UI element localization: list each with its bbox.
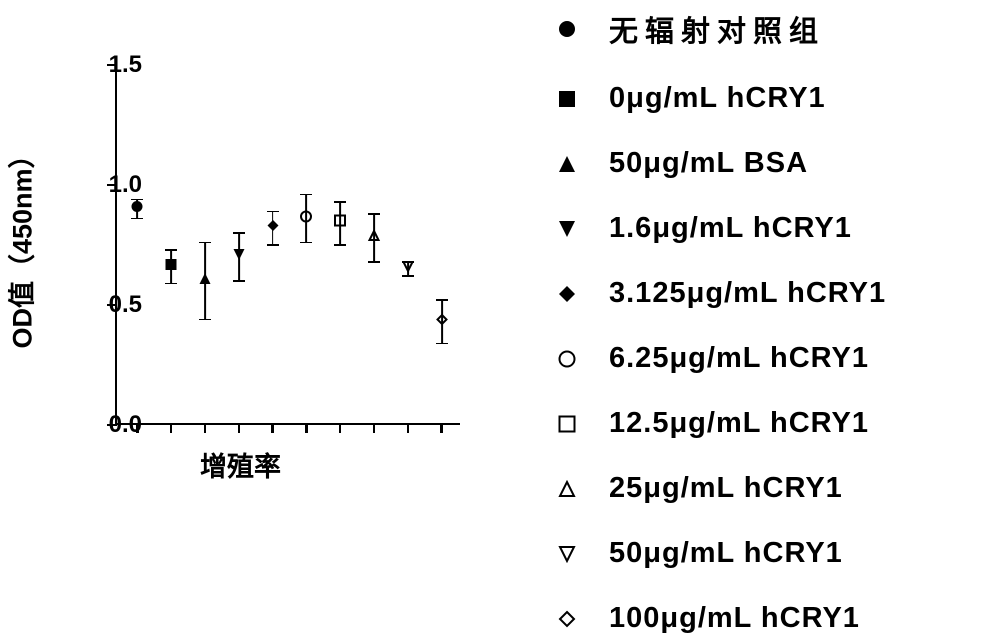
data-point [401, 260, 414, 278]
x-tick [238, 423, 241, 433]
y-tick-label: 0.0 [109, 411, 142, 439]
legend-label: 0μg/mL hCRY1 [609, 82, 826, 115]
error-cap [233, 280, 245, 282]
error-cap [300, 242, 312, 244]
x-tick [305, 423, 308, 433]
error-cap [233, 232, 245, 234]
open-square-icon [555, 412, 579, 436]
chart-area: OD值（450nm） 增殖率 0.0 0.5 1.0 1.5 [0, 0, 500, 629]
error-cap [368, 213, 380, 215]
open-circle-icon [555, 347, 579, 371]
error-cap [368, 261, 380, 263]
error-cap [199, 319, 211, 321]
legend-label: 无辐射对照组 [609, 8, 825, 50]
legend-label: 1.6μg/mL hCRY1 [609, 212, 852, 245]
error-cap [300, 194, 312, 196]
data-point [131, 200, 144, 218]
open-diamond-icon [555, 607, 579, 631]
data-point [435, 313, 448, 331]
legend-item: 25μg/mL hCRY1 [555, 472, 886, 505]
error-cap [165, 249, 177, 251]
data-point [266, 219, 279, 237]
data-point [198, 272, 211, 290]
filled-diamond-icon [555, 282, 579, 306]
x-tick [204, 423, 207, 433]
x-axis-label: 增殖率 [200, 445, 281, 484]
legend-item: 12.5μg/mL hCRY1 [555, 407, 886, 440]
legend-label: 12.5μg/mL hCRY1 [609, 407, 869, 440]
legend-label: 6.25μg/mL hCRY1 [609, 342, 869, 375]
open-triangle-up-icon [555, 477, 579, 501]
filled-circle-icon [555, 17, 579, 41]
plot-region [115, 65, 460, 425]
legend: 无辐射对照组 0μg/mL hCRY1 50μg/mL BSA 1.6μg/mL hC… [555, 8, 886, 635]
error-cap [165, 283, 177, 285]
filled-triangle-up-icon [555, 152, 579, 176]
legend-item: 无辐射对照组 [555, 8, 886, 50]
data-point [334, 214, 347, 232]
legend-item: 1.6μg/mL hCRY1 [555, 212, 886, 245]
x-tick [339, 423, 342, 433]
legend-item: 50μg/mL BSA [555, 147, 886, 180]
error-cap [436, 343, 448, 345]
legend-item: 6.25μg/mL hCRY1 [555, 342, 886, 375]
open-triangle-down-icon [555, 542, 579, 566]
data-point [300, 210, 313, 228]
x-tick [373, 423, 376, 433]
legend-label: 50μg/mL BSA [609, 147, 808, 180]
error-cap [436, 299, 448, 301]
legend-label: 3.125μg/mL hCRY1 [609, 277, 886, 310]
legend-label: 25μg/mL hCRY1 [609, 472, 843, 505]
error-cap [267, 211, 279, 213]
legend-item: 50μg/mL hCRY1 [555, 537, 886, 570]
data-point [368, 229, 381, 247]
x-tick [170, 423, 173, 433]
y-axis-label: OD值（450nm） [1, 141, 40, 348]
legend-item: 3.125μg/mL hCRY1 [555, 277, 886, 310]
filled-square-icon [555, 87, 579, 111]
legend-item: 100μg/mL hCRY1 [555, 602, 886, 635]
legend-label: 100μg/mL hCRY1 [609, 602, 860, 635]
legend-label: 50μg/mL hCRY1 [609, 537, 843, 570]
error-cap [334, 201, 346, 203]
error-cap [267, 244, 279, 246]
x-tick [407, 423, 410, 433]
y-tick-label: 1.0 [109, 171, 142, 199]
data-point [165, 258, 178, 276]
error-cap [199, 242, 211, 244]
y-tick-label: 1.5 [109, 51, 142, 79]
data-point [232, 248, 245, 266]
y-tick-label: 0.5 [109, 291, 142, 319]
legend-item: 0μg/mL hCRY1 [555, 82, 886, 115]
error-cap [334, 244, 346, 246]
filled-triangle-down-icon [555, 217, 579, 241]
x-tick [271, 423, 274, 433]
x-tick [440, 423, 443, 433]
